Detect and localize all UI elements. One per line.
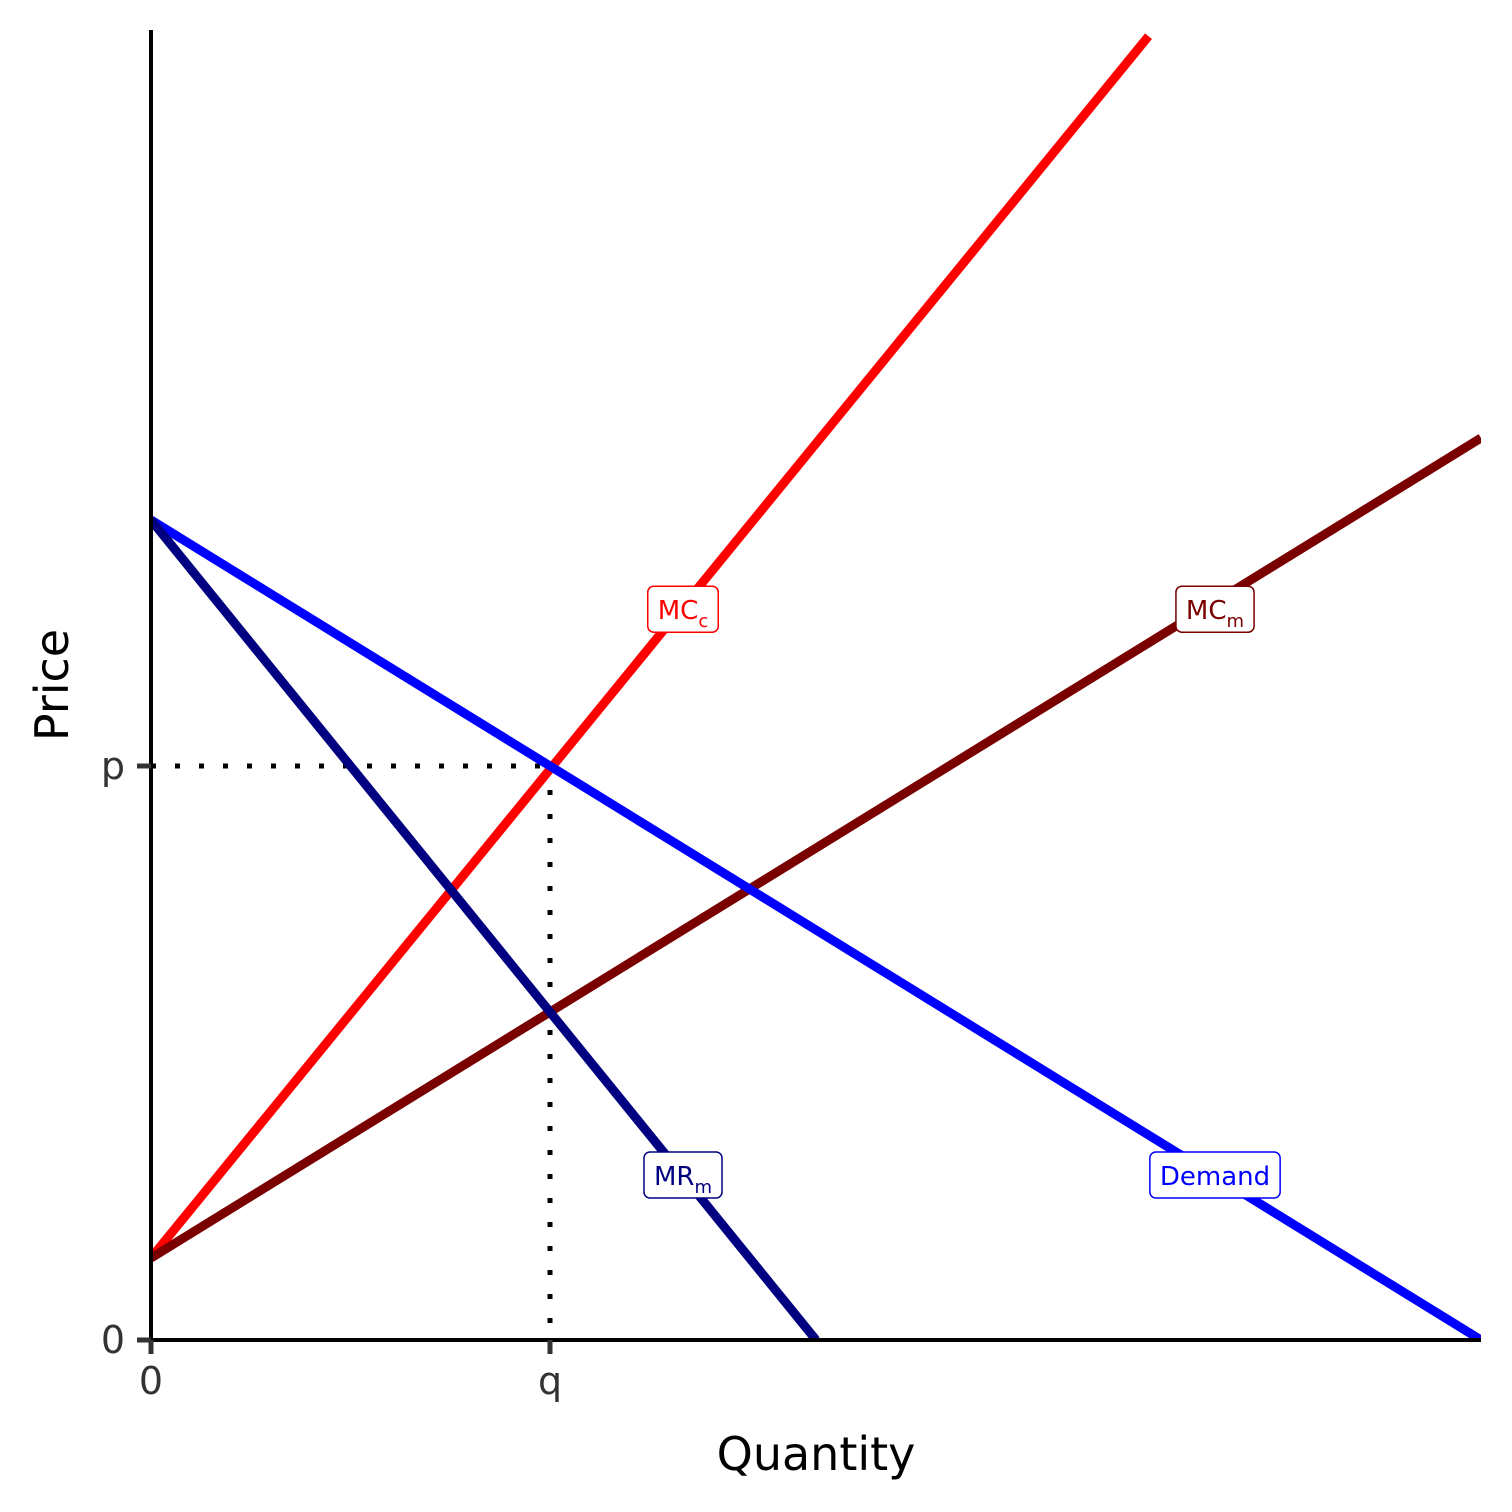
curves	[151, 33, 1481, 1342]
label-text-mcm: MCm	[1186, 596, 1244, 632]
label-box-mcc	[647, 585, 719, 633]
ticks: 0 q 0 p	[101, 744, 562, 1403]
curve-mcc	[151, 33, 1152, 1261]
label-text-demand: Demand	[1160, 1162, 1270, 1192]
y-tick-label-0: 0	[101, 1318, 125, 1362]
label-text-mrm: MRm	[654, 1162, 712, 1198]
label-mcc: MCc	[647, 585, 719, 633]
x-axis-title: Quantity	[717, 1427, 916, 1481]
label-box-mrm	[643, 1151, 723, 1199]
curve-labels: MCc MCm Demand MRm	[643, 585, 1281, 1199]
y-axis-title: Price	[25, 629, 79, 741]
curve-demand	[151, 516, 1481, 1342]
label-mcm: MCm	[1175, 585, 1255, 633]
axes	[149, 30, 1481, 1342]
curve-mcm	[151, 434, 1481, 1262]
x-tick-label-1: q	[538, 1359, 562, 1403]
x-tick-label-0: 0	[139, 1359, 163, 1403]
label-box-demand	[1149, 1151, 1281, 1199]
label-box-mcm	[1175, 585, 1255, 633]
y-tick-label-1: p	[101, 744, 125, 788]
label-mrm: MRm	[643, 1151, 723, 1199]
label-demand: Demand	[1149, 1151, 1281, 1199]
label-text-mcc: MCc	[658, 596, 709, 632]
curve-mrm	[151, 517, 820, 1342]
